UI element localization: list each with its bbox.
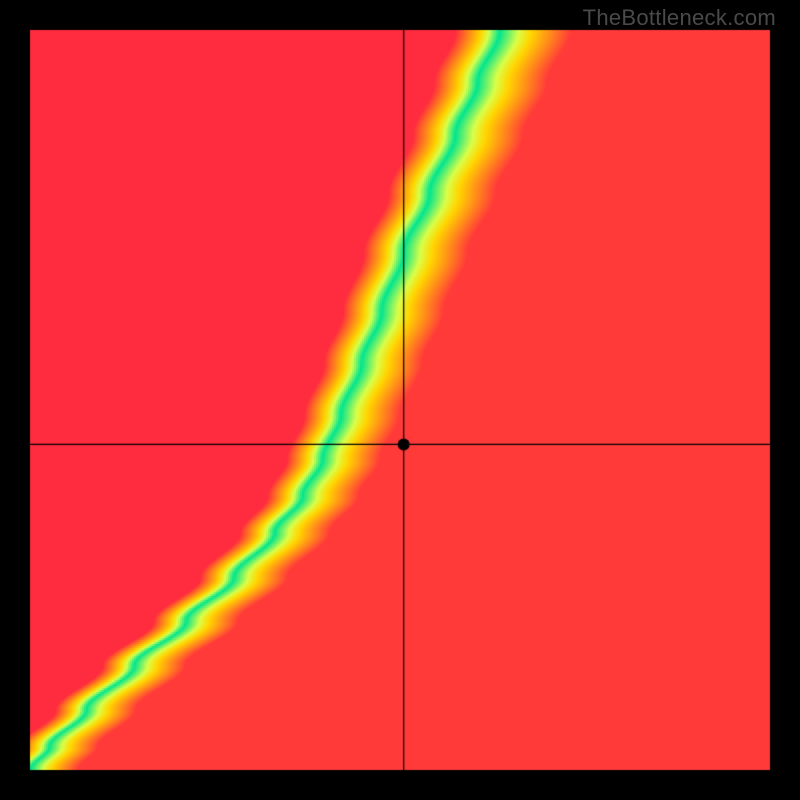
watermark-text: TheBottleneck.com xyxy=(583,5,776,31)
bottleneck-heatmap xyxy=(0,0,800,800)
